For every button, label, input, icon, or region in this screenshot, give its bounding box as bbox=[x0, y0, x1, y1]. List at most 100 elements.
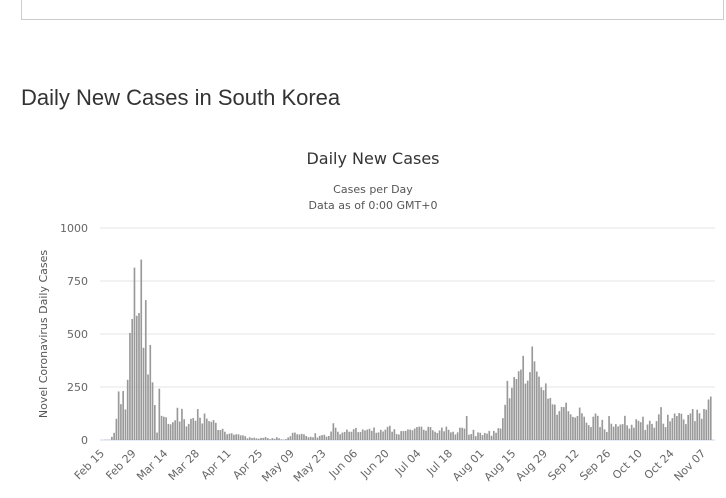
bar[interactable] bbox=[533, 361, 536, 440]
bar[interactable] bbox=[596, 415, 599, 440]
bar[interactable] bbox=[260, 437, 262, 440]
bar[interactable] bbox=[251, 438, 253, 440]
bar[interactable] bbox=[359, 431, 362, 440]
bar[interactable] bbox=[131, 318, 134, 440]
bar[interactable] bbox=[305, 435, 308, 440]
bar[interactable] bbox=[565, 402, 567, 440]
bar[interactable] bbox=[398, 434, 400, 440]
bar[interactable] bbox=[300, 433, 303, 440]
bar[interactable] bbox=[330, 431, 332, 440]
bar[interactable] bbox=[422, 429, 425, 440]
bar[interactable] bbox=[185, 426, 188, 440]
bar[interactable] bbox=[522, 355, 525, 440]
bar[interactable] bbox=[673, 413, 676, 441]
bar[interactable] bbox=[709, 396, 712, 440]
bar[interactable] bbox=[576, 416, 579, 440]
bar[interactable] bbox=[346, 429, 348, 440]
bar[interactable] bbox=[626, 425, 628, 440]
bar[interactable] bbox=[391, 431, 393, 440]
bar[interactable] bbox=[205, 418, 208, 440]
bar[interactable] bbox=[508, 398, 511, 440]
bar[interactable] bbox=[488, 430, 491, 440]
bar[interactable] bbox=[572, 416, 574, 440]
bar[interactable] bbox=[486, 433, 488, 440]
bar[interactable] bbox=[400, 431, 402, 440]
bar[interactable] bbox=[409, 429, 412, 440]
bar[interactable] bbox=[325, 436, 328, 440]
bar[interactable] bbox=[370, 430, 373, 440]
bar[interactable] bbox=[364, 430, 366, 440]
bar[interactable] bbox=[156, 432, 158, 440]
bar[interactable] bbox=[441, 427, 443, 440]
bar[interactable] bbox=[526, 380, 529, 440]
bar[interactable] bbox=[160, 415, 163, 440]
bar[interactable] bbox=[190, 418, 192, 440]
bar[interactable] bbox=[657, 414, 660, 440]
bar[interactable] bbox=[341, 432, 344, 440]
bar[interactable] bbox=[418, 426, 421, 440]
bar[interactable] bbox=[635, 419, 638, 440]
bar[interactable] bbox=[328, 435, 330, 440]
bar[interactable] bbox=[470, 434, 473, 440]
bar[interactable] bbox=[601, 419, 604, 440]
bar[interactable] bbox=[648, 420, 651, 440]
bar[interactable] bbox=[210, 421, 213, 440]
bar[interactable] bbox=[115, 418, 118, 440]
bar[interactable] bbox=[375, 432, 378, 440]
bar[interactable] bbox=[517, 371, 520, 440]
bar[interactable] bbox=[244, 436, 247, 440]
bar[interactable] bbox=[407, 429, 409, 440]
bar[interactable] bbox=[520, 369, 522, 440]
bar[interactable] bbox=[230, 433, 233, 440]
bar[interactable] bbox=[334, 427, 337, 440]
bar[interactable] bbox=[379, 429, 382, 440]
bar[interactable] bbox=[420, 426, 423, 440]
bar[interactable] bbox=[499, 428, 502, 440]
bar[interactable] bbox=[140, 259, 143, 440]
bar[interactable] bbox=[255, 438, 258, 440]
bar[interactable] bbox=[226, 434, 228, 440]
bar[interactable] bbox=[339, 434, 341, 440]
bar[interactable] bbox=[463, 428, 466, 440]
bar[interactable] bbox=[147, 374, 149, 440]
bar[interactable] bbox=[680, 413, 683, 440]
bar[interactable] bbox=[413, 428, 416, 440]
bar[interactable] bbox=[630, 424, 633, 440]
bar[interactable] bbox=[431, 430, 434, 440]
bar[interactable] bbox=[316, 437, 319, 440]
bar[interactable] bbox=[547, 398, 549, 440]
bar[interactable] bbox=[558, 411, 561, 440]
bar[interactable] bbox=[257, 438, 260, 440]
bar[interactable] bbox=[350, 431, 353, 440]
bar[interactable] bbox=[239, 435, 242, 440]
bar[interactable] bbox=[278, 438, 280, 440]
bar[interactable] bbox=[556, 414, 558, 440]
bar[interactable] bbox=[425, 430, 427, 440]
bar[interactable] bbox=[465, 416, 468, 440]
bar[interactable] bbox=[224, 431, 226, 440]
bar[interactable] bbox=[639, 422, 642, 440]
bar[interactable] bbox=[429, 427, 432, 440]
bar[interactable] bbox=[544, 383, 547, 440]
bar[interactable] bbox=[373, 427, 375, 440]
bar[interactable] bbox=[303, 434, 305, 440]
bar[interactable] bbox=[696, 409, 699, 440]
bar[interactable] bbox=[619, 424, 622, 440]
bar[interactable] bbox=[660, 407, 662, 440]
bar[interactable] bbox=[158, 388, 161, 440]
bar[interactable] bbox=[436, 433, 439, 440]
bar[interactable] bbox=[481, 435, 484, 440]
bar[interactable] bbox=[144, 300, 147, 440]
bar[interactable] bbox=[624, 415, 626, 440]
bar[interactable] bbox=[495, 432, 497, 440]
bar[interactable] bbox=[535, 371, 538, 440]
bar[interactable] bbox=[474, 436, 477, 440]
bar[interactable] bbox=[228, 433, 231, 440]
bar[interactable] bbox=[574, 417, 576, 440]
bar[interactable] bbox=[219, 430, 222, 440]
bar[interactable] bbox=[269, 439, 271, 440]
bar[interactable] bbox=[183, 419, 186, 440]
bar[interactable] bbox=[612, 426, 615, 440]
bar[interactable] bbox=[248, 437, 251, 440]
bar[interactable] bbox=[323, 434, 326, 440]
